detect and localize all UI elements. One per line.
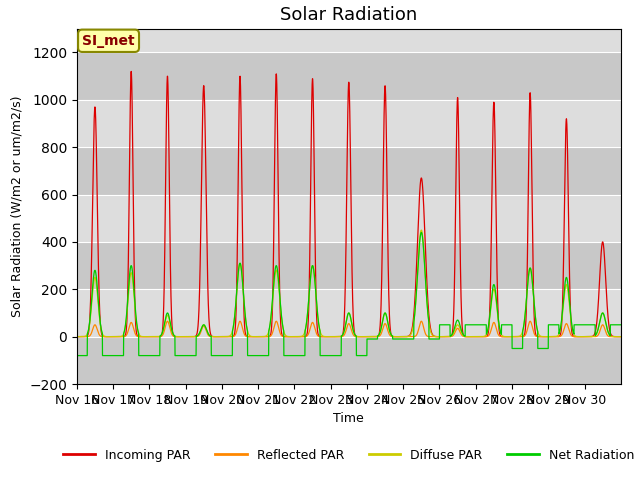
Incoming PAR (73, 334, 81, 339)
Incoming PAR (225, 334, 233, 339)
Diffuse PAR (566, 302, 573, 308)
Diffuse PAR (225, 334, 233, 339)
Diffuse PAR (617, 334, 625, 339)
Reflected PAR (566, 328, 573, 334)
Incoming PAR (189, 334, 197, 339)
Reflected PAR (617, 334, 625, 339)
Reflected PAR (225, 334, 233, 339)
Net Radiation (402, 336, 410, 342)
Reflected PAR (73, 334, 81, 339)
Incoming PAR (566, 266, 573, 272)
Line: Incoming PAR: Incoming PAR (77, 72, 621, 336)
Bar (77, 242, 621, 289)
Diffuse PAR (189, 334, 197, 339)
Net Radiation (617, 322, 625, 328)
Incoming PAR (617, 334, 625, 339)
Incoming PAR (402, 334, 410, 339)
Bar (77, 147, 621, 194)
Title: Solar Radiation: Solar Radiation (280, 6, 417, 24)
Diffuse PAR (617, 334, 625, 339)
Net Radiation (189, 353, 197, 359)
Net Radiation (565, 296, 573, 301)
Reflected PAR (472, 334, 479, 339)
Line: Diffuse PAR: Diffuse PAR (77, 230, 621, 336)
Incoming PAR (617, 334, 625, 339)
Diffuse PAR (402, 334, 410, 339)
X-axis label: Time: Time (333, 412, 364, 425)
Incoming PAR (545, 334, 552, 339)
Text: SI_met: SI_met (82, 34, 135, 48)
Bar (77, 52, 621, 100)
Reflected PAR (164, 318, 172, 324)
Net Radiation (412, 305, 419, 311)
Reflected PAR (617, 334, 625, 339)
Y-axis label: Solar Radiation (W/m2 or um/m2/s): Solar Radiation (W/m2 or um/m2/s) (11, 96, 24, 317)
Net Radiation (417, 229, 425, 235)
Net Radiation (73, 353, 81, 359)
Line: Reflected PAR: Reflected PAR (77, 321, 621, 336)
Diffuse PAR (73, 334, 81, 339)
Diffuse PAR (412, 303, 419, 309)
Incoming PAR (412, 288, 419, 294)
Legend: Incoming PAR, Reflected PAR, Diffuse PAR, Net Radiation: Incoming PAR, Reflected PAR, Diffuse PAR… (58, 444, 639, 467)
Reflected PAR (189, 334, 197, 339)
Diffuse PAR (417, 227, 425, 233)
Line: Net Radiation: Net Radiation (77, 232, 621, 356)
Net Radiation (617, 322, 625, 328)
Reflected PAR (412, 333, 419, 339)
Bar (77, 336, 621, 384)
Net Radiation (225, 353, 232, 359)
Incoming PAR (127, 69, 135, 74)
Diffuse PAR (182, 334, 189, 339)
Reflected PAR (402, 334, 410, 339)
